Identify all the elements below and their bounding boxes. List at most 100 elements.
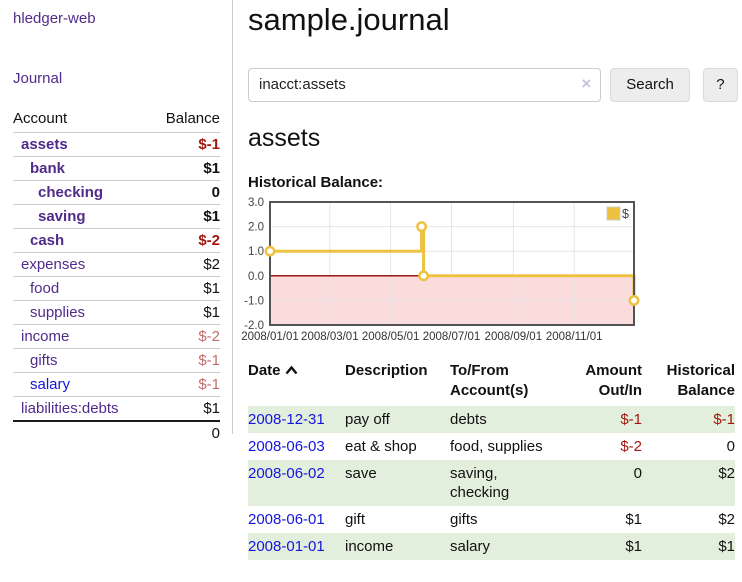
account-balance: $2 [149,252,220,277]
account-heading: assets [248,123,321,152]
account-row: income $-2 [13,324,220,349]
app-title-link[interactable]: hledger-web [13,10,96,27]
account-balance: $-2 [149,324,220,349]
account-link-saving[interactable]: saving [38,208,86,225]
svg-text:-1.0: -1.0 [244,295,264,307]
accounts-table-header: Account Balance [13,107,220,133]
account-link-assets[interactable]: assets [21,136,68,153]
svg-text:2008/09/01: 2008/09/01 [485,331,543,343]
sort-ascending-icon [285,361,298,381]
account-link-income[interactable]: income [21,328,70,345]
register-header-date[interactable]: Date [248,359,345,406]
account-link-checking[interactable]: checking [38,184,104,201]
svg-text:2008/03/01: 2008/03/01 [301,331,359,343]
register-header-date-label: Date [248,361,281,379]
search-input[interactable] [248,67,602,102]
main-content: sample.journal × Search ? assets Histori… [241,0,738,560]
register-header-balance: Historical Balance [642,359,735,406]
register-row: 2008-06-01 gift gifts $1 $2 [248,506,735,533]
account-balance: $-2 [149,228,220,253]
register-row: 2008-06-02 save saving, checking 0 $2 [248,459,735,506]
transaction-amount: $1 [625,537,642,555]
transaction-amount: 0 [633,464,642,482]
account-balance: $-1 [149,348,220,373]
svg-text:2008/11/01: 2008/11/01 [546,331,603,343]
page-title: sample.journal [248,2,450,37]
transaction-accounts: salary [450,537,491,555]
register-header-accounts-line2: Account(s) [450,381,529,399]
chart-title: Historical Balance: [248,173,384,191]
transaction-date-link[interactable]: 2008-06-03 [248,437,325,455]
transaction-accounts: saving, checking [450,464,510,501]
svg-text:2.0: 2.0 [248,221,264,233]
svg-text:2008/07/01: 2008/07/01 [423,331,481,343]
register-row: 2008-01-01 income salary $1 $1 [248,532,735,560]
transaction-amount: $1 [625,510,642,528]
account-row: gifts $-1 [13,348,220,373]
help-button[interactable]: ? [702,67,738,102]
transaction-balance: $2 [718,510,735,528]
clear-search-icon[interactable]: × [581,73,592,93]
account-row: liabilities:debts $1 [13,396,220,421]
account-balance: $1 [149,300,220,325]
transaction-balance: 0 [726,437,735,455]
accounts-header-account: Account [13,110,68,127]
sidebar-item-journal[interactable]: Journal [13,70,63,87]
account-row: assets $-1 [13,132,220,157]
account-link-bank[interactable]: bank [30,160,66,177]
transaction-amount: $-1 [620,410,642,428]
account-balance: $-1 [149,132,220,157]
transaction-description: save [345,464,377,482]
account-row: food $1 [13,276,220,301]
register-header-amount-line2: Out/In [598,381,642,399]
transaction-date-link[interactable]: 2008-06-01 [248,510,325,528]
account-link-expenses[interactable]: expenses [21,256,86,273]
transaction-balance: $1 [718,537,735,555]
transaction-description: income [345,537,394,555]
transaction-accounts: debts [450,410,487,428]
search-button[interactable]: Search [610,67,690,102]
historical-balance-chart: 3.0 2.0 1.0 0.0 -1.0 -2.0 2008/01/01 2008/03/01… [241,197,648,346]
account-link-cash[interactable]: cash [30,232,65,249]
account-balance: $1 [149,156,220,181]
transaction-balance: $-1 [713,410,735,428]
svg-text:0.0: 0.0 [248,270,264,282]
account-row: saving $1 [13,204,220,229]
svg-text:1.0: 1.0 [248,246,264,258]
search-form: × Search ? [248,67,738,102]
accounts-total-value: 0 [149,420,220,445]
account-row: salary $-1 [13,372,220,397]
account-link-liabilities-debts[interactable]: liabilities:debts [21,400,119,417]
transaction-accounts: food, supplies [450,437,543,455]
account-row: checking 0 [13,180,220,205]
account-balance: 0 [149,180,220,205]
accounts-table: Account Balance assets $-1 bank $1 check… [13,107,220,445]
account-link-supplies[interactable]: supplies [30,304,86,321]
account-row: cash $-2 [13,228,220,253]
transaction-amount: $-2 [620,437,642,455]
account-balance: $-1 [149,372,220,397]
account-row: bank $1 [13,156,220,181]
register-header-amount-line1: Amount [585,361,642,379]
transaction-date-link[interactable]: 2008-12-31 [248,410,325,428]
account-link-salary[interactable]: salary [30,376,71,393]
accounts-total-row: 0 [13,420,220,445]
account-link-gifts[interactable]: gifts [30,352,58,369]
account-link-food[interactable]: food [30,280,60,297]
register-header-description: Description [345,361,428,379]
transaction-date-link[interactable]: 2008-06-02 [248,464,325,482]
svg-text:$: $ [622,207,629,221]
svg-text:3.0: 3.0 [248,197,264,209]
register-header-amount: Amount Out/In [550,359,642,406]
transaction-description: eat & shop [345,437,417,455]
transaction-date-link[interactable]: 2008-01-01 [248,537,325,555]
register-header-row: Date Description To/From Account(s) Amou… [248,359,735,406]
transaction-accounts: gifts [450,510,478,528]
svg-text:2008/05/01: 2008/05/01 [362,331,420,343]
register-row: 2008-06-03 eat & shop food, supplies $-2… [248,433,735,460]
account-row: expenses $2 [13,252,220,277]
register-header-balance-line2: Balance [677,381,735,399]
account-row: supplies $1 [13,300,220,325]
transaction-description: gift [345,510,366,528]
